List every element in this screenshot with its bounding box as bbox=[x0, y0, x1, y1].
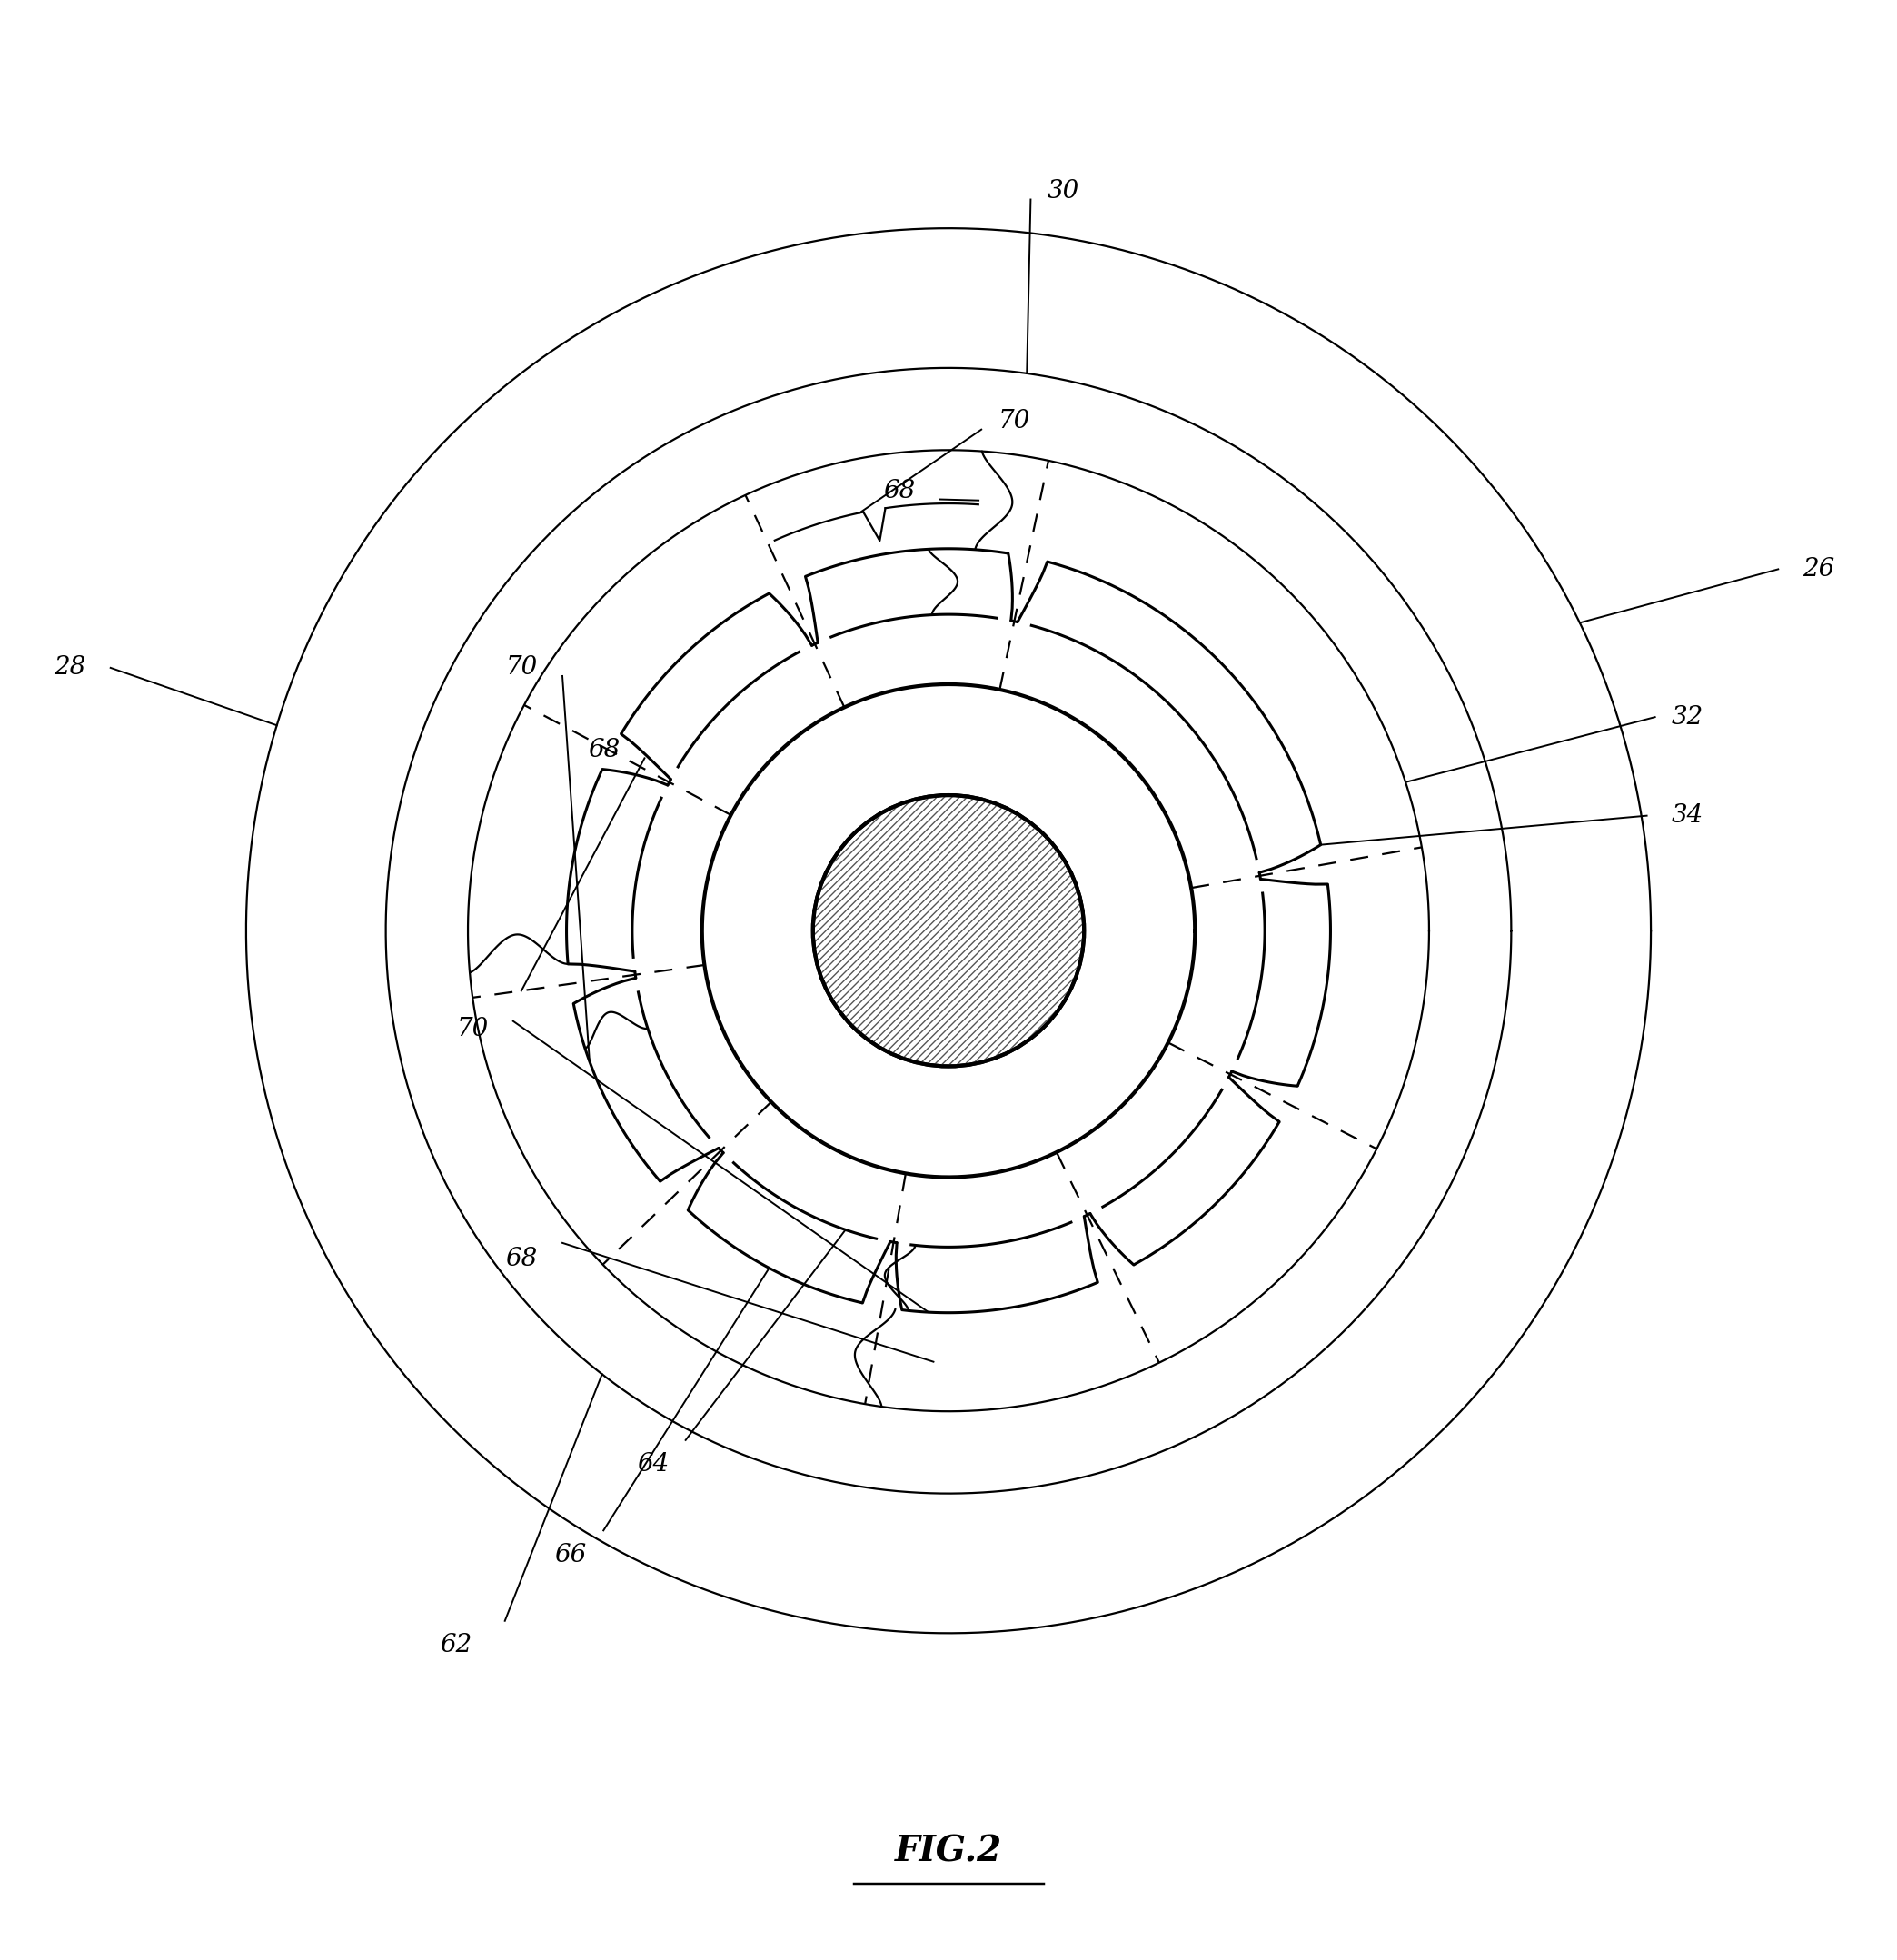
Text: 70: 70 bbox=[998, 410, 1030, 433]
Text: 66: 66 bbox=[554, 1543, 586, 1568]
Text: 62: 62 bbox=[440, 1633, 472, 1658]
Text: 68: 68 bbox=[588, 737, 620, 762]
Text: 70: 70 bbox=[506, 655, 537, 680]
Text: 68: 68 bbox=[884, 478, 916, 504]
Circle shape bbox=[814, 796, 1083, 1066]
Text: 30: 30 bbox=[1047, 178, 1079, 204]
Text: 70: 70 bbox=[457, 1017, 488, 1041]
Text: 26: 26 bbox=[1802, 557, 1834, 582]
Text: FIG.2: FIG.2 bbox=[895, 1835, 1002, 1870]
Text: 32: 32 bbox=[1671, 706, 1704, 729]
Text: 28: 28 bbox=[53, 655, 85, 680]
Text: 34: 34 bbox=[1671, 804, 1704, 827]
Text: 64: 64 bbox=[637, 1452, 670, 1478]
Text: 68: 68 bbox=[506, 1247, 537, 1272]
